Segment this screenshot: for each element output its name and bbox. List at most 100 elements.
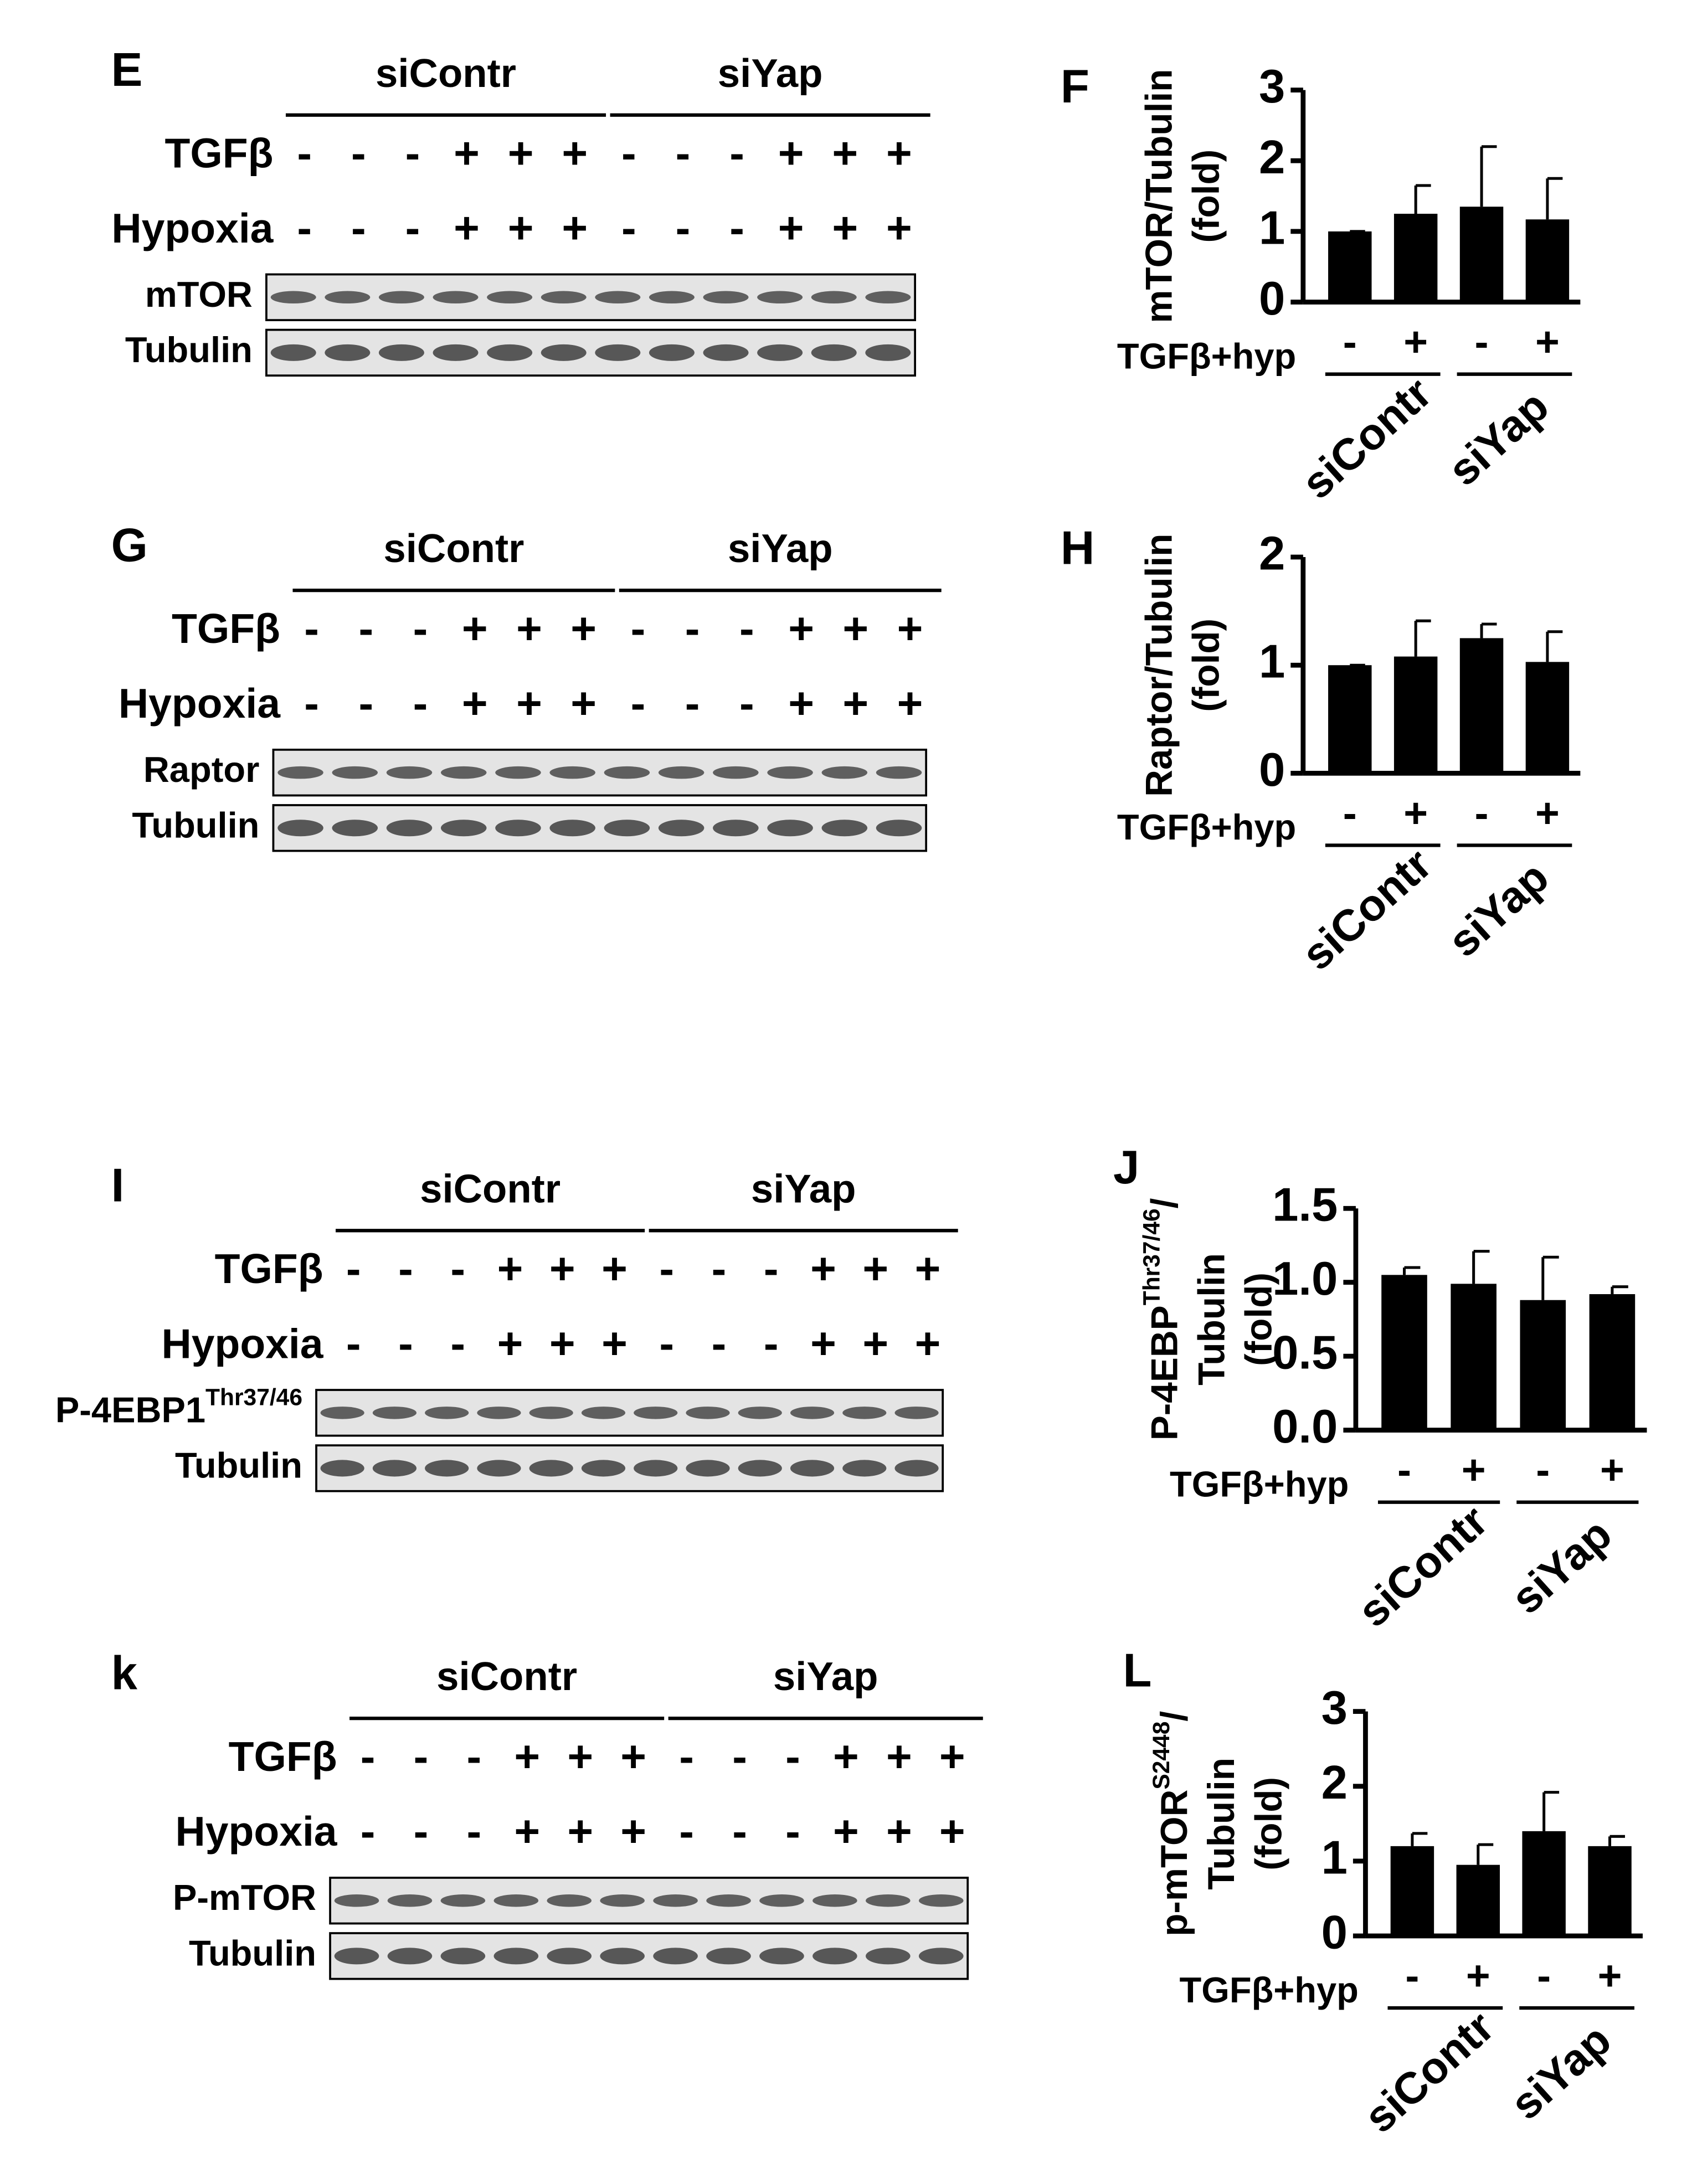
group-label: siContr bbox=[1293, 839, 1441, 980]
condition-sign: + bbox=[886, 1807, 912, 1856]
y-tick-label: 1 bbox=[1259, 636, 1285, 688]
y-tick-label: 1.5 bbox=[1272, 1179, 1338, 1232]
condition-sign: - bbox=[414, 1807, 429, 1856]
condition-sign: - bbox=[297, 203, 312, 253]
group-label: siContr bbox=[1293, 368, 1441, 508]
y-tick-label: 0 bbox=[1259, 744, 1285, 796]
blot-band bbox=[270, 291, 316, 304]
group-label: siYap bbox=[751, 1166, 856, 1211]
blot-band bbox=[658, 766, 704, 779]
bar bbox=[1451, 1284, 1497, 1430]
y-tick-label: 0.5 bbox=[1272, 1327, 1338, 1379]
condition-sign: - bbox=[712, 1244, 727, 1293]
condition-sign: - bbox=[685, 604, 700, 653]
blot-band bbox=[812, 1894, 857, 1907]
blot-band bbox=[866, 1948, 911, 1965]
blot-box bbox=[329, 1932, 969, 1980]
panel-letter: H bbox=[1061, 522, 1094, 574]
condition-label: TGFβ bbox=[165, 130, 274, 177]
condition-sign: + bbox=[788, 604, 814, 653]
condition-sign: - bbox=[405, 128, 420, 178]
y-axis-label: (fold) bbox=[1248, 1777, 1289, 1871]
condition-sign: + bbox=[497, 1244, 523, 1293]
panel-letter: I bbox=[111, 1160, 125, 1212]
y-axis-label-text: (fold) bbox=[1186, 150, 1227, 243]
blot-band bbox=[372, 1460, 417, 1477]
blot-band bbox=[713, 766, 759, 779]
x-tick-label: - bbox=[1343, 790, 1357, 836]
blot-band bbox=[493, 1894, 539, 1907]
x-tick-label: + bbox=[1535, 790, 1560, 836]
y-tick-label: 2 bbox=[1321, 1757, 1348, 1809]
condition-sign: + bbox=[842, 678, 868, 728]
blot-band bbox=[703, 344, 749, 361]
blot-band bbox=[600, 1948, 645, 1965]
blot-band bbox=[541, 291, 587, 304]
blot-band bbox=[706, 1948, 751, 1965]
condition-sign: + bbox=[810, 1244, 836, 1293]
band-label: Tubulin bbox=[125, 329, 253, 370]
y-tick-label: 1 bbox=[1259, 202, 1285, 254]
condition-label: Hypoxia bbox=[176, 1808, 338, 1855]
condition-sign: - bbox=[659, 1319, 674, 1368]
condition-sign: - bbox=[764, 1244, 779, 1293]
blot-band bbox=[372, 1407, 417, 1419]
blot-band bbox=[386, 820, 433, 837]
bar bbox=[1459, 638, 1504, 774]
condition-sign: + bbox=[620, 1732, 646, 1781]
band-label-text: Tubulin bbox=[132, 805, 259, 845]
blot-band bbox=[658, 820, 704, 837]
x-tick-label: - bbox=[1537, 1952, 1551, 1998]
blot-box bbox=[315, 1389, 944, 1437]
condition-sign: + bbox=[897, 678, 923, 728]
group-label: siYap bbox=[1502, 1509, 1621, 1623]
condition-sign: + bbox=[939, 1807, 965, 1856]
condition-sign: - bbox=[361, 1732, 376, 1781]
y-axis-label: Raptor/Tubulin bbox=[1138, 534, 1180, 797]
condition-sign: + bbox=[562, 128, 588, 178]
condition-sign: - bbox=[304, 678, 319, 728]
group-label: siYap bbox=[1501, 2015, 1620, 2129]
y-tick-label: 3 bbox=[1259, 60, 1285, 113]
bar bbox=[1588, 1846, 1632, 1936]
condition-sign: - bbox=[712, 1319, 727, 1368]
condition-sign: - bbox=[631, 604, 646, 653]
blot-band bbox=[894, 1460, 939, 1477]
blot-band bbox=[842, 1460, 887, 1477]
blot-band bbox=[387, 1894, 433, 1907]
bar bbox=[1525, 219, 1570, 302]
y-axis-label-text: Raptor/Tubulin bbox=[1138, 534, 1180, 797]
blot-band bbox=[433, 291, 479, 304]
blot-band bbox=[686, 1407, 730, 1419]
blot-band bbox=[581, 1460, 626, 1477]
condition-sign: + bbox=[842, 604, 868, 653]
blot-band bbox=[812, 1948, 857, 1965]
condition-sign: - bbox=[398, 1244, 413, 1293]
bar bbox=[1522, 1831, 1566, 1936]
blot-band bbox=[918, 1948, 964, 1965]
x-tick-label: + bbox=[1600, 1446, 1624, 1493]
panel-letter: J bbox=[1113, 1141, 1139, 1194]
blot-band bbox=[477, 1407, 521, 1419]
blot-band bbox=[440, 766, 487, 779]
x-tick-label: + bbox=[1462, 1446, 1486, 1493]
blot-band bbox=[821, 820, 868, 837]
condition-sign: + bbox=[508, 128, 534, 178]
condition-sign: + bbox=[886, 203, 912, 253]
condition-label: Hypoxia bbox=[119, 680, 281, 727]
condition-sign: - bbox=[358, 604, 373, 653]
band-label: P-mTOR bbox=[173, 1877, 316, 1918]
blot-band bbox=[495, 766, 541, 779]
panel-letter: F bbox=[1061, 60, 1089, 113]
condition-sign: - bbox=[785, 1732, 800, 1781]
blot-band bbox=[757, 291, 803, 304]
condition-sign: - bbox=[351, 128, 366, 178]
bar bbox=[1525, 662, 1570, 774]
condition-sign: + bbox=[886, 1732, 912, 1781]
panel-letter: E bbox=[111, 44, 143, 96]
blot-band bbox=[876, 820, 922, 837]
condition-sign: - bbox=[405, 203, 420, 253]
condition-sign: - bbox=[785, 1807, 800, 1856]
x-tick-label: - bbox=[1397, 1446, 1411, 1493]
